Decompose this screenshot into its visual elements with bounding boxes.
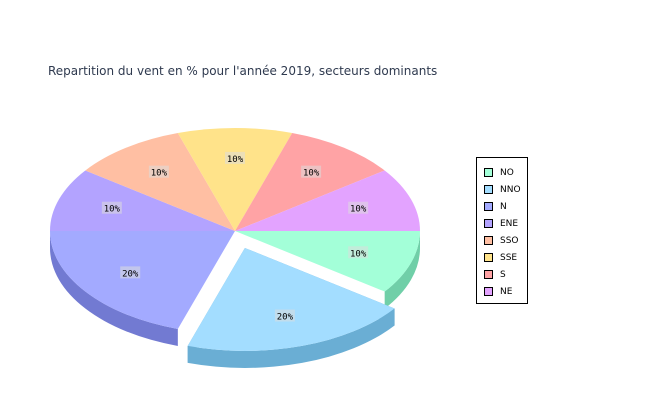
legend-swatch: [484, 185, 493, 194]
pie-side-no: [384, 231, 420, 309]
pie-slice-ne: [235, 170, 420, 231]
legend-label: SSO: [500, 235, 519, 246]
legend-item-nno: NNO: [484, 181, 527, 198]
svg-text:10%: 10%: [350, 249, 367, 259]
legend-item-no: NO: [484, 164, 527, 181]
legend-label: ENE: [500, 218, 519, 229]
legend-item-sso: SSO: [484, 232, 527, 249]
pie-slice-ene: [50, 170, 235, 231]
legend-label: NNO: [500, 184, 521, 195]
svg-text:10%: 10%: [104, 205, 121, 215]
legend-item-ne: NE: [484, 283, 527, 300]
pie-slice-no: [235, 231, 420, 292]
svg-text:10%: 10%: [350, 205, 367, 215]
legend-item-sse: SSE: [484, 249, 527, 266]
data-label-ne: 10%: [348, 201, 369, 215]
legend-label: N: [500, 201, 507, 212]
pie-slice-s: [235, 133, 385, 231]
legend-swatch: [484, 253, 493, 262]
legend-swatch: [484, 202, 493, 211]
svg-text:20%: 20%: [122, 269, 139, 279]
data-label-sso: 10%: [148, 165, 169, 179]
pie-side-nno: [187, 308, 395, 368]
legend-swatch: [484, 219, 493, 228]
legend: NO NNO N ENE SSO SSE S NE: [476, 157, 528, 304]
chart-title: Repartition du vent en % pour l'année 20…: [48, 64, 438, 78]
legend-label: S: [500, 269, 506, 280]
pie-side-n: [50, 231, 178, 346]
svg-text:20%: 20%: [277, 313, 294, 323]
svg-text:10%: 10%: [151, 169, 168, 179]
data-label-s: 10%: [301, 165, 322, 179]
pie-slice-sse: [177, 128, 293, 231]
data-label-sse: 10%: [225, 151, 245, 165]
legend-swatch: [484, 287, 493, 296]
pie-slice-n: [50, 231, 235, 329]
pie-slice-nno: [187, 247, 395, 351]
svg-text:10%: 10%: [227, 155, 244, 165]
svg-text:10%: 10%: [303, 169, 320, 179]
pie-slice-sso: [85, 133, 236, 231]
data-label-n: 20%: [120, 266, 141, 279]
data-label-nno: 20%: [274, 309, 295, 323]
legend-item-n: N: [484, 198, 527, 215]
legend-swatch: [484, 168, 493, 177]
legend-label: NO: [500, 167, 514, 178]
data-label-ene: 10%: [101, 201, 122, 215]
legend-item-ene: ENE: [484, 215, 527, 232]
legend-item-s: S: [484, 266, 527, 283]
legend-label: NE: [500, 286, 513, 297]
legend-swatch: [484, 270, 493, 279]
legend-swatch: [484, 236, 493, 245]
data-label-no: 10%: [348, 246, 369, 259]
legend-label: SSE: [500, 252, 518, 263]
